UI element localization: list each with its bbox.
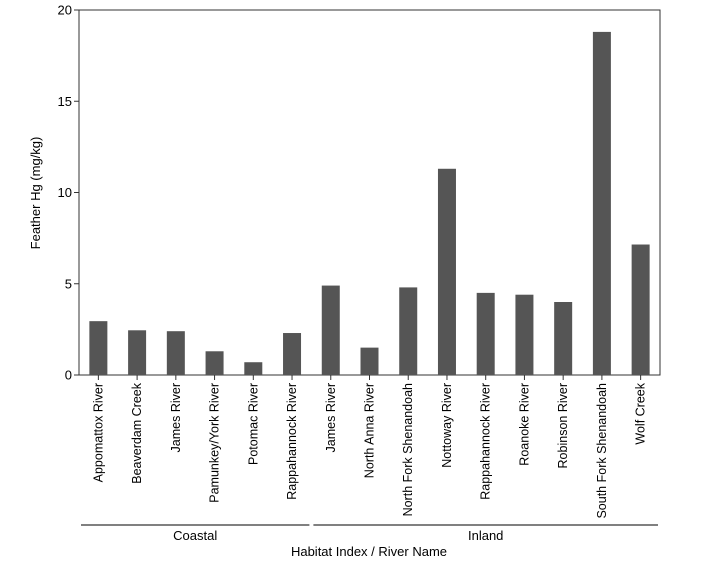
x-tick-label: Roanoke River xyxy=(517,383,531,466)
bar xyxy=(360,347,379,375)
x-axis-ticks: Appomattox River Beaverdam Creek James Riv… xyxy=(91,375,648,519)
y-tick-label: 5 xyxy=(65,276,72,291)
x-tick-label: Rappahannock River xyxy=(285,383,299,500)
y-axis-ticks: 0 5 10 15 20 xyxy=(58,3,79,383)
bar xyxy=(321,285,340,375)
x-tick-label: James River xyxy=(169,383,183,452)
x-tick-label: Rappahannock River xyxy=(479,383,493,500)
x-tick-label: Robinson River xyxy=(556,383,570,468)
bar xyxy=(166,331,185,375)
x-tick-label: Nottoway River xyxy=(440,383,454,468)
category-groups: Coastal Inland xyxy=(81,524,658,543)
x-tick-label: Wolf Creek xyxy=(634,382,648,444)
chart-axes xyxy=(78,9,661,376)
y-tick-label: 10 xyxy=(58,185,72,200)
group-label: Inland xyxy=(468,528,503,543)
x-tick-label: Beaverdam Creek xyxy=(130,382,144,483)
bar xyxy=(631,244,650,375)
bar xyxy=(476,292,495,375)
bar xyxy=(437,168,456,375)
x-tick-label: James River xyxy=(324,383,338,452)
x-tick-label: North Fork Shenandoah xyxy=(401,383,415,516)
bar xyxy=(128,330,147,375)
x-tick-label: Potomac River xyxy=(246,383,260,465)
x-tick-label: South Fork Shenandoah xyxy=(595,383,609,519)
x-axis-label: Habitat Index / River Name xyxy=(291,544,447,559)
bar xyxy=(205,351,224,375)
x-tick-label: North Anna River xyxy=(363,383,377,478)
bar xyxy=(399,287,418,375)
plot-frame xyxy=(78,9,661,376)
bar xyxy=(515,294,534,375)
y-tick-label: 20 xyxy=(58,3,72,18)
group-label: Coastal xyxy=(173,528,217,543)
y-tick-label: 15 xyxy=(58,94,72,109)
bar xyxy=(244,362,263,375)
x-tick-label: Pamunkey/York River xyxy=(208,383,222,503)
bar xyxy=(554,302,573,375)
y-axis-label: Feather Hg (mg/kg) xyxy=(28,137,43,250)
y-tick-label: 0 xyxy=(65,368,72,383)
bar xyxy=(592,31,611,376)
x-tick-label: Appomattox River xyxy=(91,383,105,482)
chart-bars xyxy=(89,31,650,376)
bar xyxy=(283,333,302,375)
bar xyxy=(89,321,108,375)
